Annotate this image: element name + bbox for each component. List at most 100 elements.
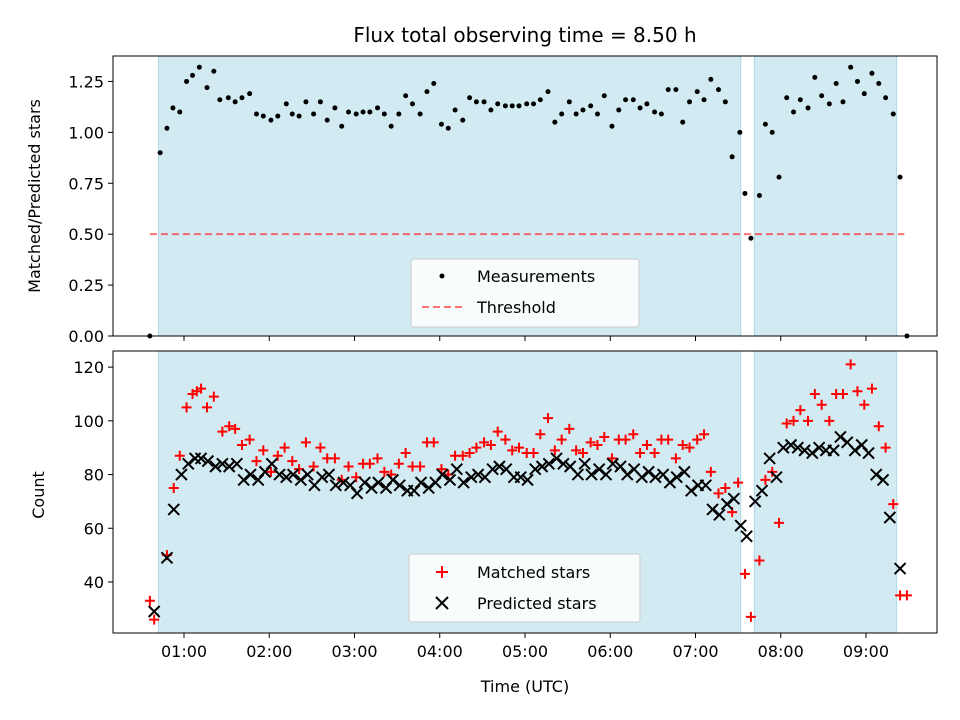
matched-star-point [873, 421, 884, 432]
measurement-point [848, 64, 854, 70]
predicted-star-point [529, 462, 542, 476]
matched-star-point [564, 423, 575, 434]
matched-star-point [816, 399, 827, 410]
measurement-point [424, 89, 430, 95]
predicted-star-point [642, 465, 655, 479]
predicted-star-point [337, 476, 350, 489]
matched-star-point [641, 440, 652, 450]
measurement-point [409, 101, 415, 107]
measurement-point [190, 72, 196, 78]
predicted-star-point [450, 462, 464, 476]
measurement-point [776, 174, 782, 180]
measurement-point [559, 111, 565, 117]
measurement-point [247, 91, 253, 97]
predicted-star-point [734, 519, 747, 532]
predicted-star-point [443, 473, 457, 487]
measurement-point [833, 80, 839, 86]
matched-star-point [888, 499, 899, 510]
matched-star-point [901, 590, 912, 601]
matched-star-point [663, 434, 674, 445]
measurement-point [417, 111, 423, 117]
matched-star-point [208, 391, 219, 402]
measurement-point [762, 121, 768, 127]
measurement-point [537, 97, 543, 103]
matched-star-point [329, 453, 340, 464]
y-tick-label: 0.25 [68, 276, 104, 295]
measurement-point [580, 107, 586, 113]
matched-star-point [620, 434, 631, 445]
top-legend: Measurements Threshold [410, 258, 640, 328]
measurement-point [665, 87, 671, 93]
measurement-point [473, 99, 479, 105]
measurement-point [232, 99, 238, 105]
predicted-star-point [160, 551, 174, 565]
predicted-star-point [870, 468, 883, 481]
measurement-point [467, 95, 473, 101]
predicted-star-point [635, 471, 648, 484]
matched-star-point [699, 429, 710, 440]
predicted-star-point [414, 476, 428, 489]
measurement-point [756, 192, 762, 198]
measurement-point [332, 105, 338, 111]
predicted-star-point [862, 446, 875, 460]
measurement-point [460, 117, 466, 123]
predicted-star-point [706, 503, 719, 516]
measurement-point [495, 101, 501, 107]
x-tick-label: 08:00 [758, 642, 804, 661]
matched-star-point [251, 456, 262, 467]
top-measurement-points [147, 64, 910, 339]
predicted-star-point [699, 479, 712, 492]
matched-star-point [649, 448, 660, 459]
predicted-star-point [585, 468, 598, 481]
measurement-point [869, 70, 875, 76]
predicted-star-point [827, 444, 840, 457]
bottom-legend-box [408, 553, 641, 623]
y-tick-label: 80 [84, 466, 104, 485]
measurement-point [680, 119, 686, 125]
predicted-star-point [592, 462, 606, 476]
measurement-point [311, 111, 317, 117]
matched-star-point [514, 442, 525, 453]
measurement-point [819, 93, 825, 99]
measurement-point [876, 80, 882, 86]
y-tick-label: 0.50 [68, 225, 104, 244]
matched-star-point [733, 477, 744, 488]
predicted-star-point [798, 444, 811, 457]
measurement-point [481, 99, 487, 105]
predicted-star-point [230, 457, 244, 471]
matched-star-point [745, 611, 756, 622]
matched-star-point [635, 448, 646, 459]
predicted-star-point [216, 457, 229, 471]
predicted-star-point [486, 462, 499, 476]
matched-star-point [181, 402, 192, 413]
matched-star-point [202, 402, 213, 413]
bottom-y-axis-label: Count [29, 471, 48, 519]
measurement-point [509, 103, 515, 109]
top-x-ticks [183, 336, 867, 341]
matched-star-point [315, 442, 326, 453]
bottom-x-ticks: 01:00 02:00 03:00 04:00 05:00 06:00 07:00 08:00… [161, 633, 889, 661]
matched-star-point [549, 445, 560, 456]
predicted-star-point [663, 476, 677, 489]
matched-star-point [845, 359, 856, 370]
matched-star-point [244, 434, 255, 445]
measurement-point [531, 101, 537, 107]
shaded-interval [753, 55, 898, 337]
matched-star-point [507, 445, 518, 456]
predicted-star-point [194, 452, 208, 465]
measurement-point [375, 105, 381, 111]
predicted-star-point [770, 471, 783, 484]
predicted-star-point [740, 530, 753, 543]
matched-star-point [754, 555, 765, 566]
predicted-star-point [182, 457, 195, 471]
predicted-star-point [606, 457, 620, 471]
predicted-star-point [806, 446, 819, 460]
matched-star-point [577, 448, 588, 459]
matched-star-point [144, 595, 155, 606]
bottom-legend: Matched stars Predicted stars [408, 553, 641, 623]
predicted-star-point [834, 430, 847, 444]
measurement-point [396, 111, 402, 117]
measurement-point [184, 78, 190, 84]
predicted-star-point [280, 471, 293, 484]
measurement-point [177, 109, 183, 115]
